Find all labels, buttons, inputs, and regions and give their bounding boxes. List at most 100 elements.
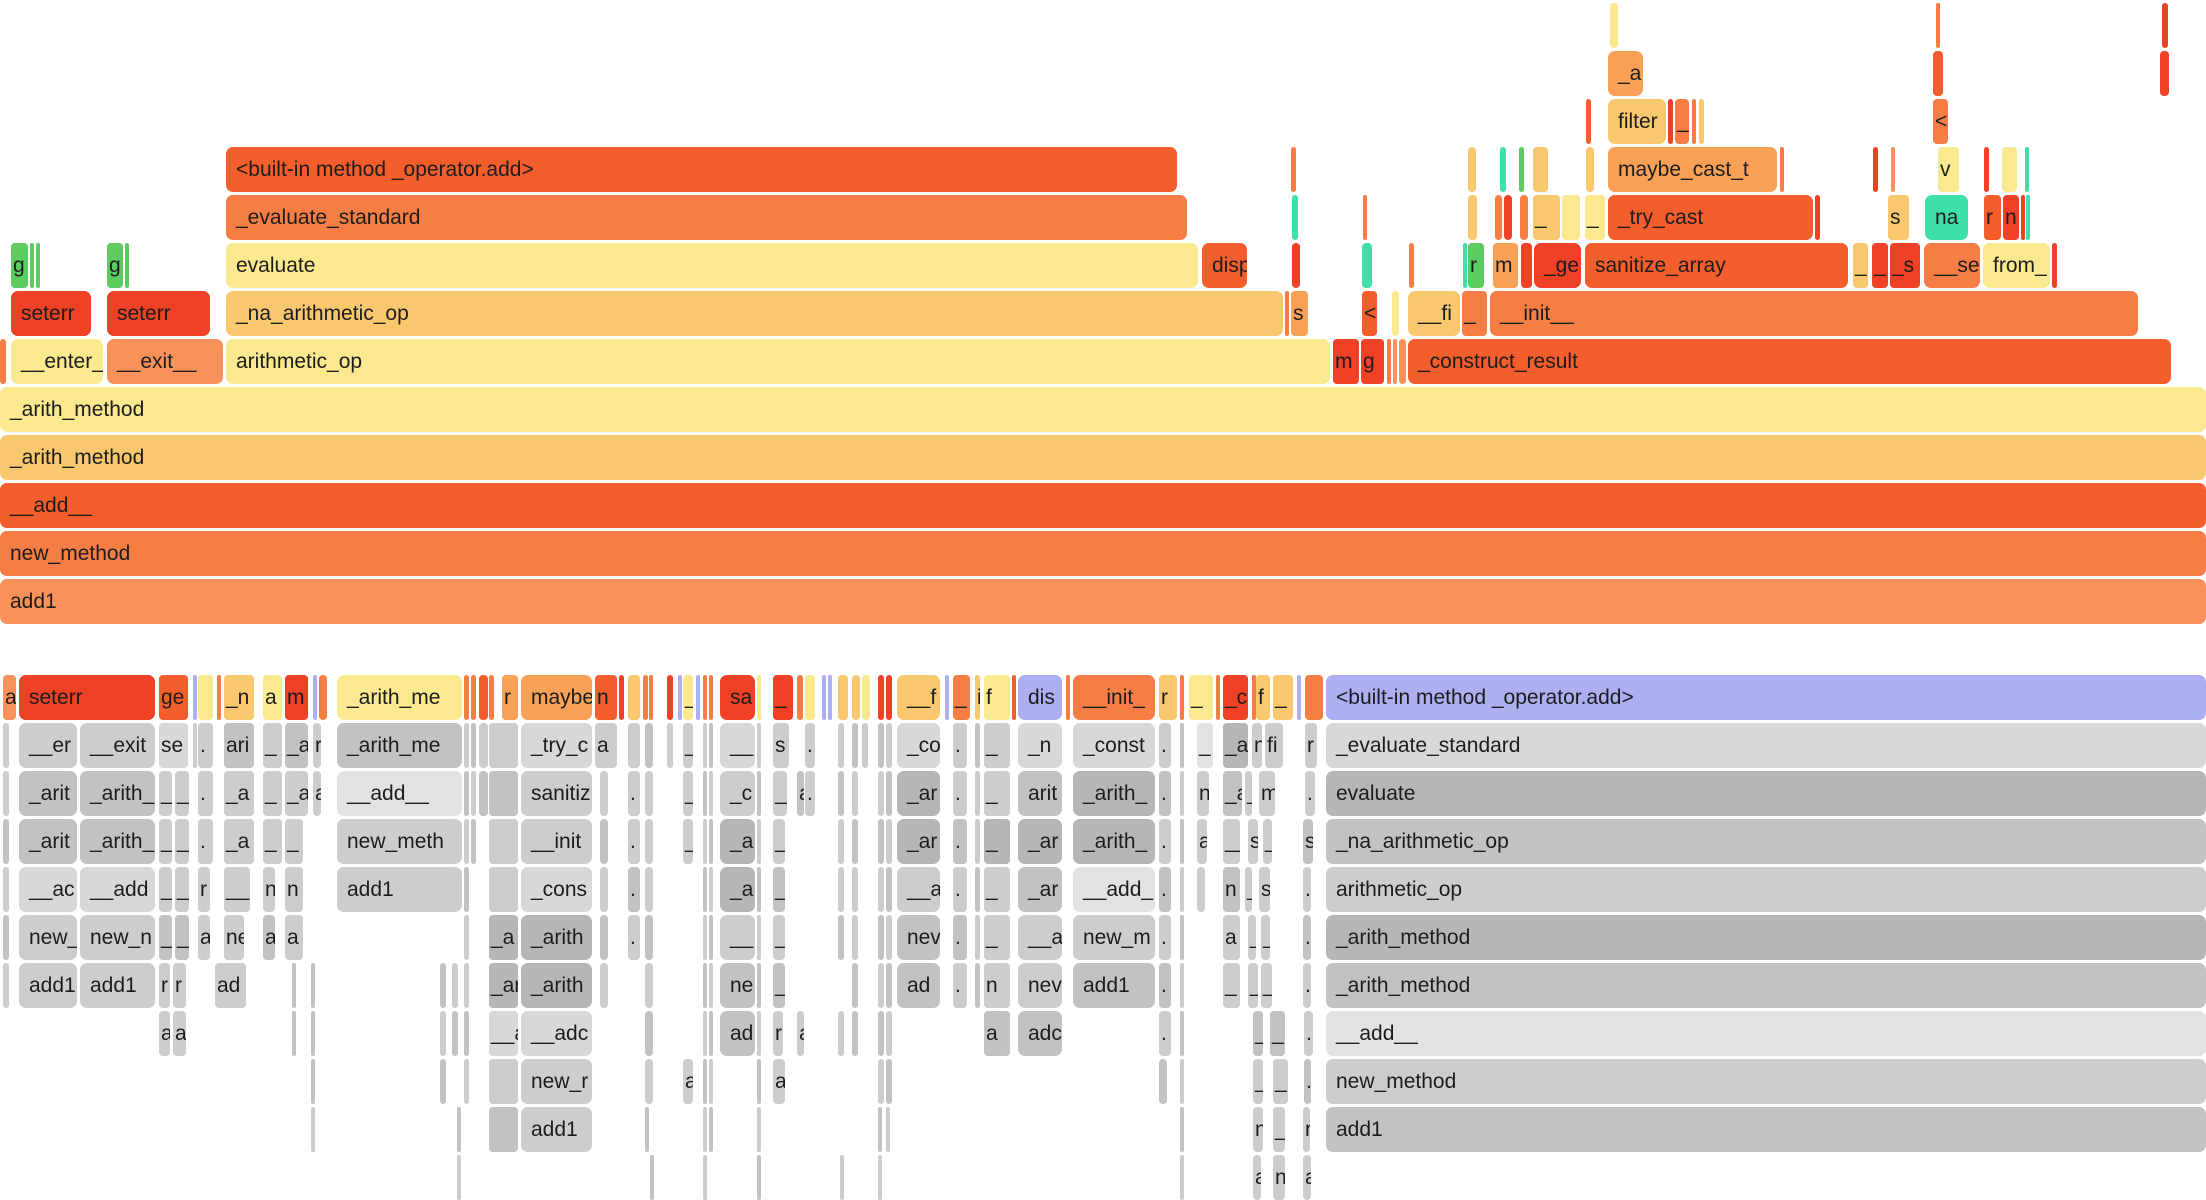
flame-bar[interactable] (757, 1011, 761, 1056)
flame-bar[interactable] (645, 723, 653, 768)
flame-bar[interactable] (703, 771, 707, 816)
flame-bar[interactable] (703, 1059, 707, 1104)
flame-bar[interactable] (1012, 675, 1016, 720)
flame-bar[interactable] (1463, 243, 1467, 288)
flame-bar[interactable]: . (805, 723, 815, 768)
flame-bar[interactable]: n (1273, 1155, 1285, 1200)
flame-bar[interactable]: g (1361, 339, 1384, 384)
flame-bar[interactable]: _ (1248, 963, 1258, 1008)
flame-bar[interactable]: . (1159, 963, 1171, 1008)
flame-bar[interactable]: r (313, 723, 321, 768)
flame-bar[interactable]: na (1925, 195, 1968, 240)
flame-bar[interactable]: __init__ (1490, 291, 2138, 336)
flame-bar[interactable] (975, 819, 980, 864)
flame-bar[interactable] (489, 867, 518, 912)
flame-bar[interactable] (838, 675, 848, 720)
flame-bar[interactable]: _try_c (521, 723, 592, 768)
flame-bar[interactable] (193, 723, 197, 768)
flame-bar[interactable] (645, 1011, 653, 1056)
flame-bar[interactable]: add1 (19, 963, 77, 1008)
flame-bar[interactable]: a (313, 771, 321, 816)
flame-bar[interactable] (1180, 915, 1184, 960)
flame-bar[interactable]: . (628, 915, 640, 960)
flame-bar[interactable] (709, 1059, 713, 1104)
flame-bar[interactable]: _ (1872, 243, 1888, 288)
flame-bar[interactable] (840, 1155, 844, 1200)
flame-bar[interactable]: _n (224, 675, 254, 720)
flame-bar[interactable] (878, 1011, 884, 1056)
flame-bar[interactable]: n (984, 963, 1010, 1008)
flame-bar[interactable]: . (1159, 819, 1171, 864)
flame-bar[interactable]: _ (773, 915, 785, 960)
flame-bar[interactable] (457, 1155, 461, 1200)
flame-bar[interactable] (757, 1059, 761, 1104)
flame-bar[interactable]: a (3, 675, 16, 720)
flame-bar[interactable]: _na_arithmetic_op (1326, 819, 2206, 864)
flame-bar[interactable]: n (263, 867, 275, 912)
flame-bar[interactable]: __adc (521, 1011, 592, 1056)
flame-bar[interactable] (1891, 147, 1895, 192)
flame-bar[interactable] (703, 723, 707, 768)
flame-bar[interactable] (3, 819, 9, 864)
flame-bar[interactable]: sanitiz (521, 771, 592, 816)
flame-bar[interactable] (1180, 819, 1184, 864)
flame-bar[interactable]: v (1938, 147, 1959, 192)
flame-bar[interactable]: . (628, 819, 640, 864)
flame-bar[interactable]: _cons (521, 867, 592, 912)
flame-bar[interactable] (471, 771, 476, 816)
flame-bar[interactable]: __init_ (1073, 675, 1155, 720)
flame-bar[interactable]: add1 (1326, 1107, 2206, 1152)
flame-bar[interactable] (886, 675, 892, 720)
flame-bar[interactable]: __a (1018, 915, 1062, 960)
flame-bar[interactable] (886, 915, 892, 960)
flame-bar[interactable]: _ (984, 723, 1010, 768)
flame-bar[interactable]: _arith_method (0, 387, 2206, 432)
flame-bar[interactable] (1159, 1059, 1167, 1104)
flame-bar[interactable] (292, 963, 296, 1008)
flame-bar[interactable]: _arith_ (1073, 819, 1155, 864)
flame-bar[interactable] (645, 771, 653, 816)
flame-bar[interactable]: . (628, 867, 640, 912)
flame-bar[interactable] (600, 915, 608, 960)
flame-bar[interactable]: . (1159, 723, 1171, 768)
flame-bar[interactable]: dis (1018, 675, 1062, 720)
flame-bar[interactable] (464, 675, 469, 720)
flame-bar[interactable]: _ (984, 819, 1010, 864)
flame-bar[interactable] (1562, 195, 1580, 240)
flame-bar[interactable]: r (1305, 723, 1317, 768)
flame-bar[interactable]: new_meth (337, 819, 462, 864)
flame-bar[interactable]: _ (773, 819, 785, 864)
flame-bar[interactable]: _ (1245, 771, 1252, 816)
flame-bar[interactable]: . (805, 771, 815, 816)
flame-bar[interactable]: _ar (897, 819, 940, 864)
flame-bar[interactable]: _try_cast (1608, 195, 1813, 240)
flame-bar[interactable]: arithmetic_op (1326, 867, 2206, 912)
flame-bar[interactable] (1468, 195, 1477, 240)
flame-bar[interactable]: fi (1265, 723, 1283, 768)
flame-bar[interactable] (0, 339, 6, 384)
flame-bar[interactable] (1363, 195, 1367, 240)
flame-bar[interactable]: . (1159, 1011, 1171, 1056)
flame-bar[interactable] (489, 819, 518, 864)
flame-bar[interactable] (703, 963, 707, 1008)
flame-bar[interactable]: seterr (11, 291, 91, 336)
flame-bar[interactable]: _ (683, 675, 693, 720)
flame-bar[interactable] (878, 819, 884, 864)
flame-bar[interactable]: _ (175, 867, 189, 912)
flame-bar[interactable]: a (595, 723, 617, 768)
flame-bar[interactable] (878, 675, 884, 720)
flame-bar[interactable] (1305, 675, 1323, 720)
flame-bar[interactable]: _a (224, 819, 254, 864)
flame-bar[interactable] (886, 1059, 892, 1104)
flame-bar[interactable] (3, 867, 9, 912)
flame-bar[interactable]: _ (1223, 963, 1240, 1008)
flame-bar[interactable] (30, 243, 34, 288)
flame-bar[interactable] (1285, 291, 1289, 336)
flame-bar[interactable] (198, 675, 213, 720)
flame-bar[interactable] (2025, 147, 2029, 192)
flame-bar[interactable] (878, 915, 884, 960)
flame-bar[interactable] (600, 771, 608, 816)
flame-bar[interactable] (945, 675, 949, 720)
flame-bar[interactable]: __add_ (1073, 867, 1155, 912)
flame-bar[interactable]: a (263, 675, 282, 720)
